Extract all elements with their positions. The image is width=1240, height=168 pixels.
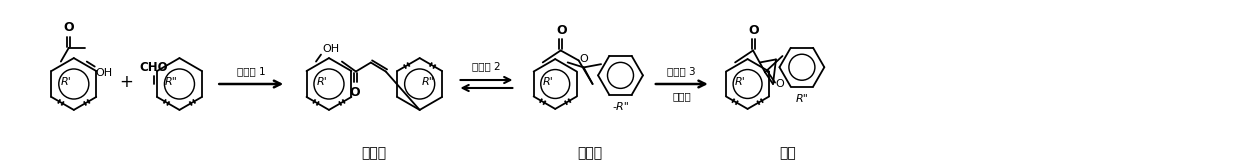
Text: O: O (775, 79, 784, 89)
Text: R': R' (316, 77, 327, 87)
Text: R": R" (165, 77, 177, 87)
Text: O: O (557, 24, 567, 36)
Text: R': R' (542, 77, 553, 87)
Text: OH: OH (322, 44, 339, 54)
Text: 查尔酶: 查尔酶 (362, 146, 387, 160)
Text: 氧化剑: 氧化剑 (672, 91, 691, 101)
Text: O: O (350, 87, 360, 99)
Text: O: O (63, 21, 74, 34)
Text: +: + (120, 73, 134, 91)
Text: -R": -R" (613, 102, 629, 112)
Text: O: O (749, 24, 759, 36)
Text: OH: OH (95, 68, 113, 78)
Text: 催化剑 2: 催化剑 2 (472, 61, 501, 71)
Text: R': R' (735, 77, 745, 87)
Text: 催化剑 3: 催化剑 3 (667, 66, 696, 76)
Text: R': R' (61, 77, 72, 87)
Text: CHO: CHO (139, 61, 167, 74)
Text: 催化剑 1: 催化剑 1 (237, 66, 265, 76)
Text: 黄烷酐: 黄烷酐 (578, 146, 603, 160)
Text: O: O (579, 54, 589, 65)
Text: R": R" (795, 94, 808, 104)
Text: 黄酐: 黄酐 (779, 146, 796, 160)
Text: R": R" (422, 77, 434, 87)
